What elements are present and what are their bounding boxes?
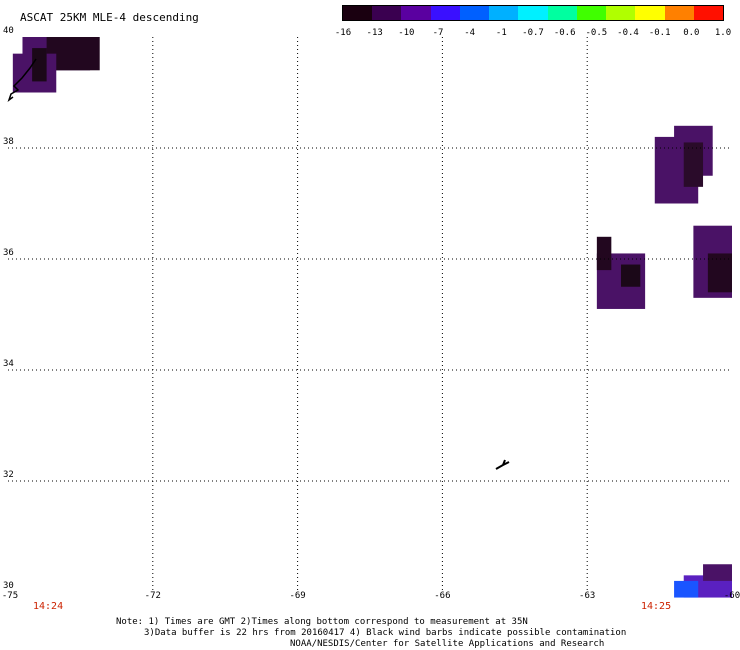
longitude-tick-label: -66 bbox=[434, 591, 451, 601]
time-end-label: 14:25 bbox=[641, 601, 672, 612]
colorbar-tick-label: -16 bbox=[334, 28, 352, 38]
swath-cell bbox=[674, 580, 699, 598]
longitude-tick-label: -72 bbox=[144, 591, 161, 601]
longitude-tick-label: -63 bbox=[579, 591, 596, 601]
swath-cell bbox=[596, 236, 612, 271]
longitude-tick-label: -69 bbox=[289, 591, 306, 601]
colorbar-cell bbox=[693, 6, 724, 20]
note-line-3: NOAA/NESDIS/Center for Satellite Applica… bbox=[290, 639, 605, 649]
colorbar-tick-label: 0.0 bbox=[683, 28, 700, 38]
latitude-tick-label: 38 bbox=[3, 137, 14, 147]
note-line-2: 3)Data buffer is 22 hrs from 20160417 4)… bbox=[144, 628, 627, 638]
colorbar-tick-label: -0.4 bbox=[617, 28, 639, 38]
swath-cell bbox=[683, 142, 704, 187]
colorbar-cell bbox=[430, 6, 460, 20]
latitude-tick-label: 40 bbox=[3, 26, 14, 36]
colorbar-tick-label: -13 bbox=[366, 28, 383, 38]
colorbar-tick-label: -4 bbox=[464, 28, 476, 38]
colorbar-cell bbox=[606, 6, 636, 20]
swath-cell bbox=[620, 264, 641, 287]
colorbar-cell bbox=[518, 6, 548, 20]
colorbar-cell bbox=[401, 6, 431, 20]
wind-barb bbox=[495, 459, 510, 470]
longitude-tick-label: -60 bbox=[723, 591, 740, 601]
colorbar-tick-label: -0.6 bbox=[553, 28, 576, 38]
colorbar-tick-label: -10 bbox=[398, 28, 415, 38]
colorbar-tick-label: -0.5 bbox=[585, 28, 608, 38]
colorbar-tick-label: -0.7 bbox=[522, 28, 544, 38]
colorbar-cell bbox=[576, 6, 607, 20]
colorbar-cell bbox=[664, 6, 694, 20]
colorbar-cell bbox=[372, 6, 402, 20]
swath-cell bbox=[32, 48, 47, 82]
colorbar-cell bbox=[635, 6, 665, 20]
colorbar-cell bbox=[343, 6, 373, 20]
colorbar-cell bbox=[547, 6, 577, 20]
colorbar bbox=[342, 5, 724, 21]
colorbar-tick-label: -0.1 bbox=[648, 28, 671, 38]
latitude-tick-label: 32 bbox=[3, 470, 14, 480]
colorbar-tick-label: -1 bbox=[495, 28, 507, 38]
longitude-tick-label: -75 bbox=[1, 591, 19, 601]
coastline bbox=[7, 58, 37, 103]
note-line-1: Note: 1) Times are GMT 2)Times along bot… bbox=[116, 617, 528, 627]
colorbar-tick-label: 1.0 bbox=[714, 28, 732, 38]
latitude-tick-label: 36 bbox=[3, 248, 14, 258]
colorbar-cell bbox=[489, 6, 519, 20]
colorbar-tick-label: -7 bbox=[432, 28, 444, 38]
latitude-tick-label: 30 bbox=[3, 581, 14, 591]
map-title: ASCAT 25KM MLE-4 descending bbox=[20, 11, 199, 24]
swath-cell bbox=[707, 253, 732, 293]
latitude-tick-label: 34 bbox=[3, 359, 14, 369]
time-start-label: 14:24 bbox=[33, 601, 64, 612]
swath-cell bbox=[703, 564, 732, 581]
colorbar-cell bbox=[459, 6, 490, 20]
